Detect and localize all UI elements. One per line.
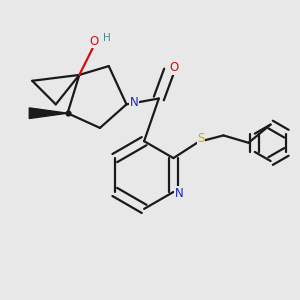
Text: S: S bbox=[197, 132, 205, 145]
Text: H: H bbox=[103, 33, 111, 43]
Text: N: N bbox=[129, 96, 138, 110]
Text: N: N bbox=[175, 187, 184, 200]
Polygon shape bbox=[29, 108, 68, 119]
Text: O: O bbox=[170, 61, 179, 74]
Text: O: O bbox=[89, 34, 99, 48]
